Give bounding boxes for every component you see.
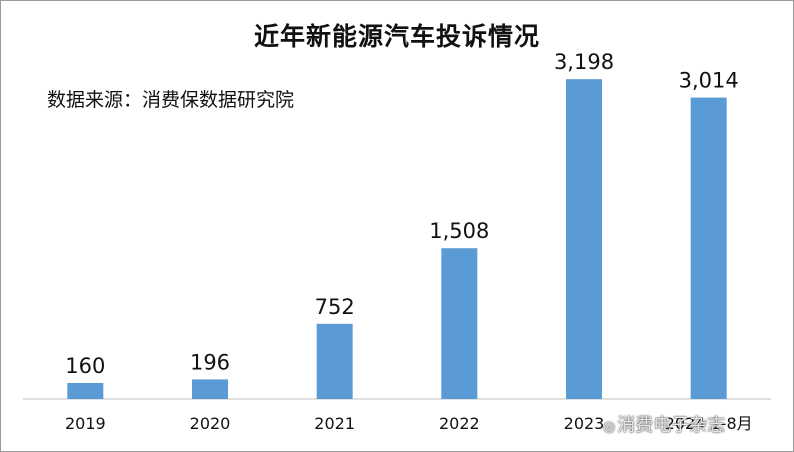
bar-1: [192, 379, 228, 399]
data-label-3: 1,508: [429, 219, 489, 243]
bar-4: [566, 79, 602, 399]
bar-0: [67, 383, 104, 399]
bar-3: [441, 248, 478, 399]
x-tick-label-2: 2021: [314, 414, 355, 433]
weibo-icon: ◎: [603, 419, 616, 435]
source-note: 数据来源：消费保数据研究院: [47, 89, 295, 111]
chart-title: 近年新能源汽车投诉情况: [253, 22, 540, 51]
data-label-0: 160: [65, 354, 105, 378]
data-label-5: 3,014: [679, 69, 739, 93]
watermark: ◎ 消费电子杂志: [603, 411, 725, 437]
x-tick-label-0: 2019: [65, 414, 106, 433]
data-label-4: 3,198: [554, 50, 614, 74]
x-tick-label-4: 2023: [564, 414, 605, 433]
x-tick-label-1: 2020: [190, 414, 231, 433]
watermark-text: 消费电子杂志: [617, 415, 726, 436]
bar-2: [316, 323, 353, 399]
x-tick-label-5: 2024 1-8月: [665, 414, 753, 433]
data-label-1: 196: [190, 350, 230, 374]
bar-5: [690, 97, 727, 399]
x-tick-label-3: 2022: [439, 414, 480, 433]
data-label-2: 752: [315, 295, 355, 319]
